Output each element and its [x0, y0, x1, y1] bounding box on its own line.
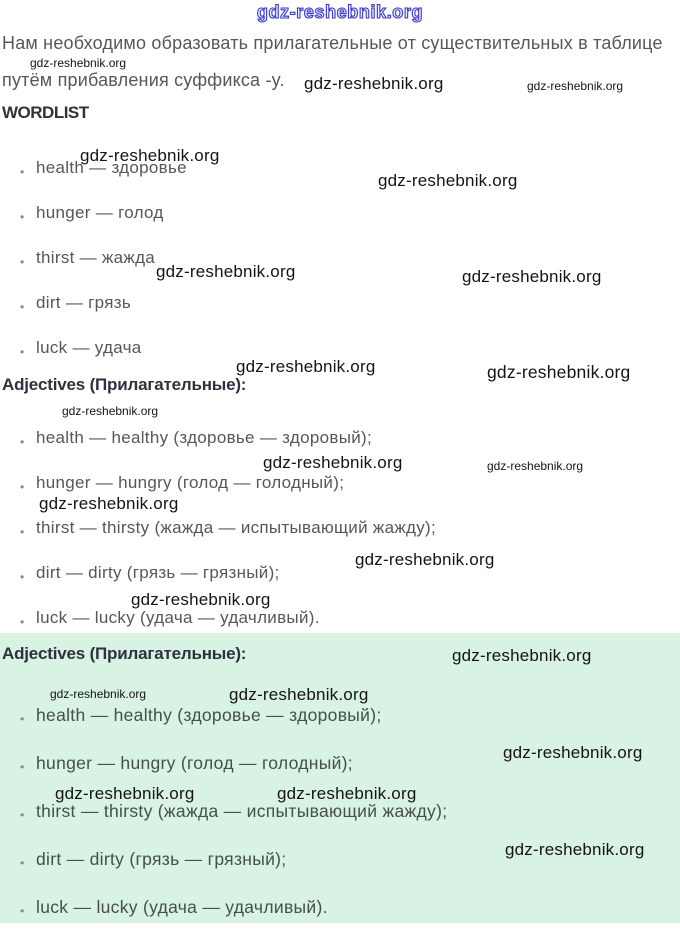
answer-item: thirst — thirsty (жажда — испытывающий ж… [20, 801, 447, 849]
answer-item: hunger — hungry (голод — голодный); [20, 753, 447, 801]
wordlist-heading: WORDLIST [2, 103, 89, 122]
adjectives-list: health — healthy (здоровье — здоровый);h… [20, 428, 436, 653]
watermark-text: gdz-reshebnik.org [487, 459, 584, 473]
adjective-item: health — healthy (здоровье — здоровый); [20, 428, 436, 473]
wordlist-item: thirst — жажда [20, 248, 187, 293]
intro-text-line1: Нам необходимо образовать прилагательные… [2, 33, 663, 53]
intro-text-line2: путём прибавления суффикса -y. [2, 70, 285, 90]
watermark-text: gdz-reshebnik.org [503, 743, 643, 762]
watermark-text: gdz-reshebnik.org [236, 357, 376, 376]
answer-heading: Adjectives (Прилагательные): [2, 644, 247, 663]
adjective-item: hunger — hungry (голод — голодный); [20, 473, 436, 518]
watermark-text: gdz-reshebnik.org [378, 171, 518, 190]
wordlist-item: dirt — грязь [20, 293, 187, 338]
watermark-text: gdz-reshebnik.org [30, 56, 127, 70]
wordlist-item: health — здоровье [20, 158, 187, 203]
adjective-item: dirt — dirty (грязь — грязный); [20, 563, 436, 608]
adjectives-heading: Adjectives (Прилагательные): [2, 375, 247, 394]
watermark-text: gdz-reshebnik.org [452, 646, 592, 665]
answer-item: health — healthy (здоровье — здоровый); [20, 705, 447, 753]
answer-list: health — healthy (здоровье — здоровый);h… [20, 705, 447, 945]
adjective-item: luck — lucky (удача — удачливый). [20, 608, 436, 653]
wordlist-item: hunger — голод [20, 203, 187, 248]
watermark-text: gdz-reshebnik.org [527, 79, 624, 93]
watermark-text: gdz-reshebnik.org [487, 362, 631, 382]
site-watermark-header: gdz-reshebnik.org [256, 1, 424, 22]
page: { "watermark": { "text": "gdz-reshebnik.… [0, 0, 680, 923]
wordlist: health — здоровьеhunger — голодthirst — … [20, 158, 187, 383]
watermark-text: gdz-reshebnik.org [156, 262, 296, 281]
adjective-item: thirst — thirsty (жажда — испытывающий ж… [20, 518, 436, 563]
wordlist-item: luck — удача [20, 338, 187, 383]
watermark-text: gdz-reshebnik.org [304, 74, 444, 93]
watermark-text: gdz-reshebnik.org [229, 685, 369, 704]
watermark-text: gdz-reshebnik.org [62, 404, 159, 418]
watermark-text: gdz-reshebnik.org [505, 840, 645, 859]
watermark-text: gdz-reshebnik.org [277, 784, 417, 803]
watermark-text: gdz-reshebnik.org [50, 687, 147, 701]
answer-item: dirt — dirty (грязь — грязный); [20, 849, 447, 897]
answer-item: luck — lucky (удача — удачливый). [20, 897, 447, 945]
watermark-text: gdz-reshebnik.org [462, 267, 602, 286]
watermark-text: gdz-reshebnik.org [55, 784, 195, 803]
